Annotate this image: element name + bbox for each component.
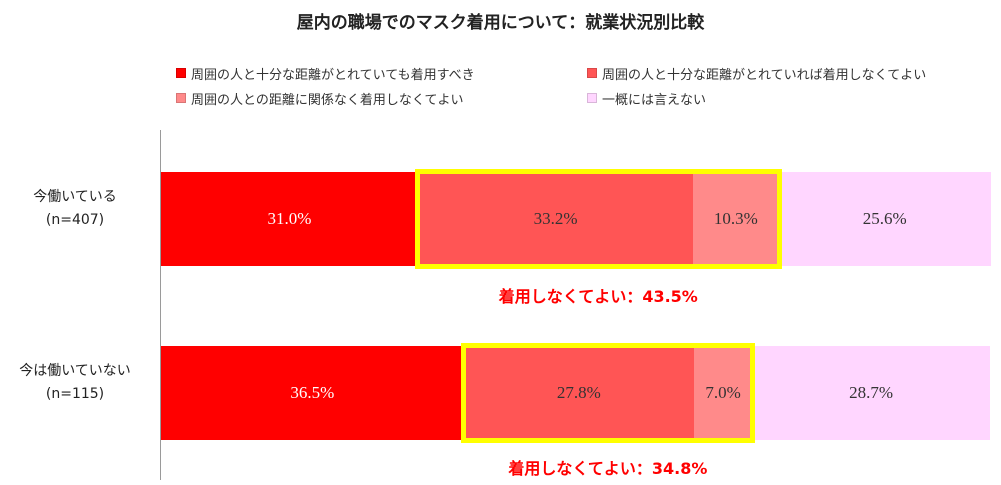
data-label: 25.6% bbox=[862, 209, 907, 228]
data-label: 36.5% bbox=[290, 383, 335, 402]
legend-label: 周囲の人と十分な距離がとれていれば着用しなくてよい bbox=[602, 68, 927, 83]
highlight-callout: 着用しなくてよい：43.5% bbox=[498, 287, 698, 306]
category-sample-size: (n=407) bbox=[45, 212, 105, 228]
legend-label: 一概には言えない bbox=[602, 93, 707, 108]
data-label: 10.3% bbox=[713, 209, 758, 228]
category-label: 今働いている (n=407) bbox=[0, 186, 150, 232]
bar-segment: 33.2% bbox=[417, 172, 694, 266]
data-label: 31.0% bbox=[267, 209, 312, 228]
bar-segment: 10.3% bbox=[693, 172, 779, 266]
legend-label: 周囲の人と十分な距離がとれていても着用すべき bbox=[191, 68, 475, 83]
legend-swatch bbox=[176, 67, 186, 78]
category-label: 今は働いていない (n=115) bbox=[0, 360, 150, 406]
bar-segment: 27.8% bbox=[463, 346, 695, 440]
bar-segment: 25.6% bbox=[778, 172, 991, 266]
legend-swatch bbox=[587, 67, 597, 78]
legend-item: 周囲の人と十分な距離がとれていれば着用しなくてよい bbox=[587, 64, 926, 83]
legend-item: 周囲の人と十分な距離がとれていても着用すべき bbox=[176, 64, 475, 83]
bar-segment: 7.0% bbox=[694, 346, 753, 440]
data-label: 28.7% bbox=[849, 383, 893, 402]
data-label: 27.8% bbox=[556, 383, 601, 402]
highlight-callout: 着用しなくてよい：34.8% bbox=[508, 459, 708, 478]
legend-swatch bbox=[587, 92, 597, 103]
category-axis-line bbox=[160, 130, 161, 480]
category-name: 今は働いていない bbox=[19, 363, 131, 379]
category-name: 今働いている bbox=[33, 189, 117, 205]
legend-item: 周囲の人との距離に関係なく着用しなくてよい bbox=[176, 89, 463, 108]
bar-segment: 36.5% bbox=[161, 346, 464, 440]
bar-segment: 28.7% bbox=[752, 346, 990, 440]
bar-segment: 31.0% bbox=[161, 172, 418, 266]
data-label: 33.2% bbox=[533, 209, 578, 228]
highlight-box bbox=[460, 343, 756, 443]
legend-item: 一概には言えない bbox=[587, 89, 706, 108]
highlight-box bbox=[414, 169, 782, 269]
legend-label: 周囲の人との距離に関係なく着用しなくてよい bbox=[191, 93, 464, 108]
legend-swatch bbox=[176, 92, 186, 103]
chart-title: 屋内の職場でのマスク着用について：就業状況別比較 bbox=[296, 13, 705, 33]
data-label: 7.0% bbox=[705, 383, 741, 402]
category-sample-size: (n=115) bbox=[45, 386, 105, 402]
